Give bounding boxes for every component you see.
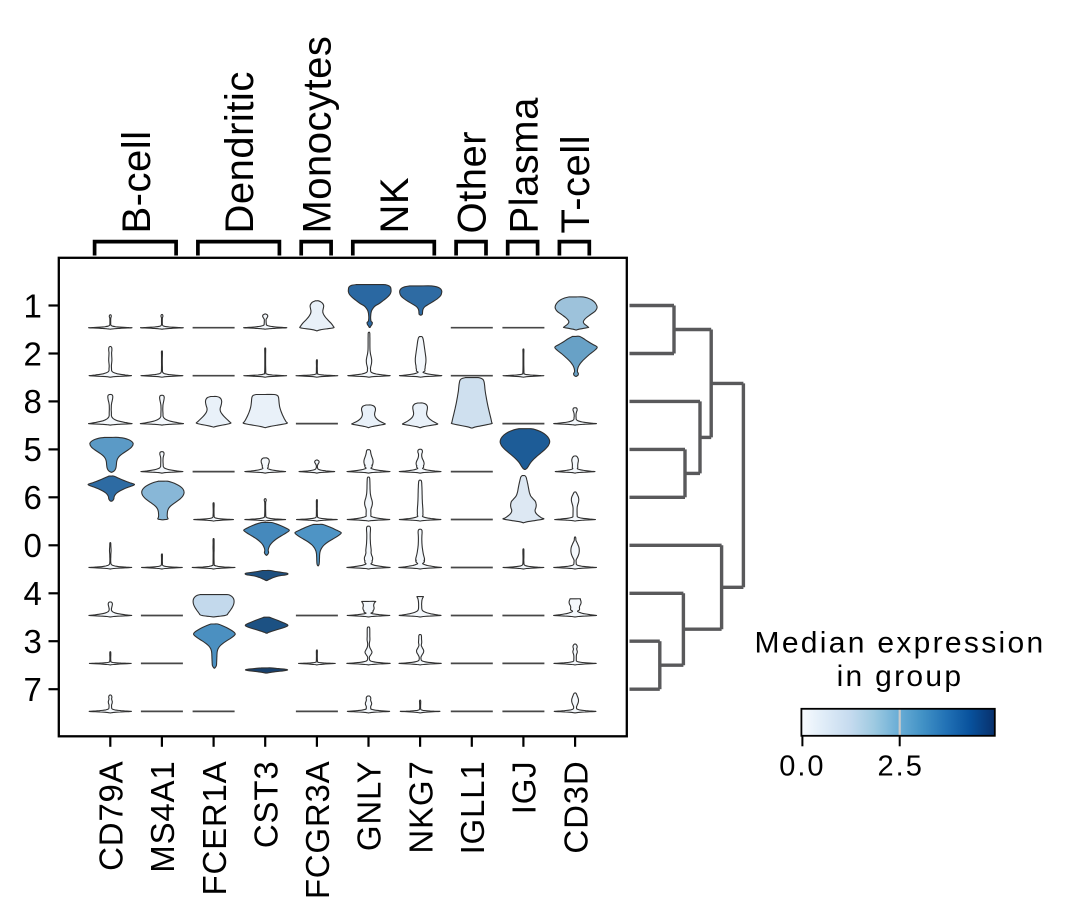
svg-text:GNLY: GNLY <box>351 761 388 852</box>
svg-text:CD3D: CD3D <box>557 761 594 854</box>
svg-text:3: 3 <box>23 623 41 660</box>
svg-text:IGJ: IGJ <box>506 761 543 815</box>
svg-text:5: 5 <box>23 431 41 468</box>
svg-text:FCER1A: FCER1A <box>196 761 233 896</box>
svg-text:2: 2 <box>23 335 41 372</box>
svg-text:FCGR3A: FCGR3A <box>299 761 336 900</box>
svg-text:0.0: 0.0 <box>779 751 825 783</box>
svg-text:in group: in group <box>837 660 964 693</box>
svg-text:B-cell: B-cell <box>115 130 159 233</box>
svg-text:1: 1 <box>23 287 41 324</box>
svg-text:T-cell: T-cell <box>554 135 598 234</box>
svg-text:CD79A: CD79A <box>93 761 130 871</box>
svg-text:Dendritic: Dendritic <box>218 71 262 233</box>
svg-text:4: 4 <box>23 575 41 612</box>
svg-text:6: 6 <box>23 479 41 516</box>
svg-text:7: 7 <box>23 671 41 708</box>
svg-text:0: 0 <box>23 527 41 564</box>
svg-text:Monocytes: Monocytes <box>296 36 340 234</box>
svg-text:CST3: CST3 <box>247 761 284 849</box>
svg-text:NKG7: NKG7 <box>402 761 439 854</box>
svg-text:Other: Other <box>451 131 495 234</box>
svg-text:Plasma: Plasma <box>502 97 546 234</box>
svg-text:2.5: 2.5 <box>878 751 924 783</box>
svg-text:MS4A1: MS4A1 <box>144 761 181 873</box>
svg-text:IGLL1: IGLL1 <box>454 761 491 855</box>
svg-text:8: 8 <box>23 383 41 420</box>
svg-text:Median expression: Median expression <box>755 627 1046 660</box>
svg-text:NK: NK <box>373 177 417 234</box>
